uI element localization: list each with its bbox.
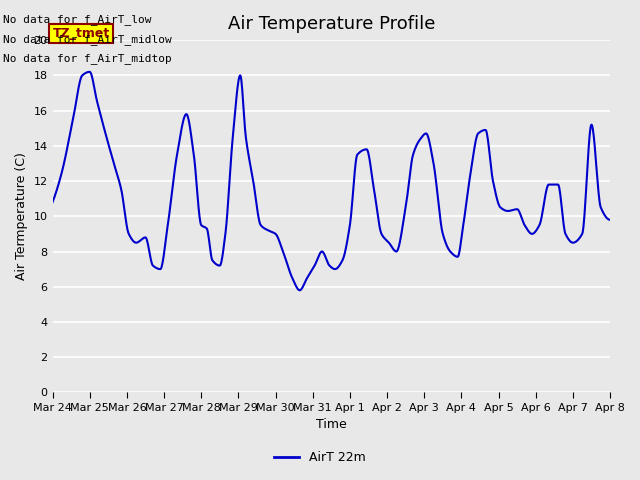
Text: TZ_tmet: TZ_tmet: [52, 27, 110, 40]
Text: No data for f_AirT_midlow: No data for f_AirT_midlow: [3, 34, 172, 45]
Legend: AirT 22m: AirT 22m: [269, 446, 371, 469]
Text: No data for f_AirT_low: No data for f_AirT_low: [3, 14, 152, 25]
Title: Air Temperature Profile: Air Temperature Profile: [228, 15, 435, 33]
X-axis label: Time: Time: [316, 419, 347, 432]
Text: No data for f_AirT_midtop: No data for f_AirT_midtop: [3, 53, 172, 64]
Y-axis label: Air Termperature (C): Air Termperature (C): [15, 152, 28, 280]
